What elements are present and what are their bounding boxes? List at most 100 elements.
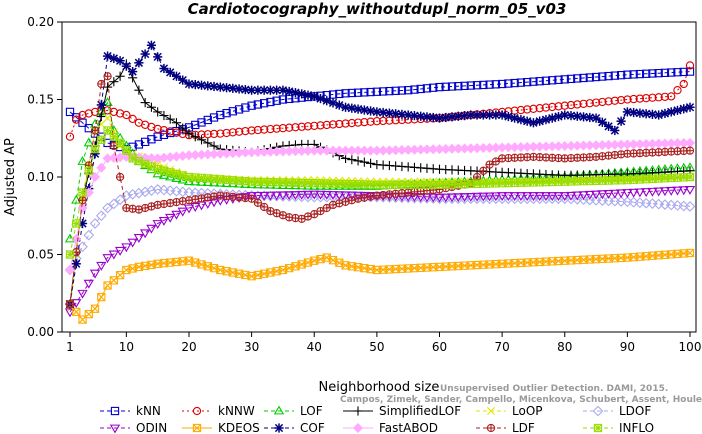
point-ldof [102, 202, 113, 214]
point-cof [140, 49, 150, 59]
legend-marker-ldf [486, 423, 496, 433]
point-odin [290, 191, 301, 201]
point-knn [366, 87, 375, 97]
point-cof [71, 259, 81, 269]
series-line-knnw [69, 65, 691, 137]
point-knnw [598, 97, 607, 107]
legend-label-knnw: kNNW [218, 404, 255, 418]
point-ldf [479, 166, 488, 175]
legend-item-ldof: LDOF [583, 404, 651, 418]
legend-item-lof: LOF [264, 404, 323, 418]
point-odin [559, 192, 570, 202]
point-odin [584, 190, 595, 200]
point-odin [127, 238, 138, 248]
point-odin [515, 192, 527, 202]
point-cof [466, 110, 476, 120]
point-cof [359, 105, 369, 115]
point-simplifiedlof [109, 77, 119, 87]
point-odin [603, 190, 614, 199]
point-odin [114, 246, 126, 256]
point-simplifiedlof [203, 138, 213, 148]
point-knnw [78, 110, 87, 120]
point-odin [653, 187, 664, 197]
point-knnw [685, 61, 695, 70]
point-lof [365, 180, 376, 190]
point-odin [265, 191, 276, 201]
point-knn [422, 84, 432, 93]
point-odin [89, 269, 101, 279]
legend-marker-knnw [192, 406, 202, 416]
point-knn [435, 82, 444, 92]
point-odin [158, 216, 170, 226]
point-knn [485, 80, 494, 89]
point-odin [102, 254, 113, 264]
point-cof [666, 107, 676, 117]
point-odin [553, 192, 564, 202]
point-knnw [648, 93, 657, 102]
legend-item-inflo: INFLO [583, 421, 654, 434]
point-knnw [234, 127, 244, 136]
point-simplifiedlof [171, 118, 182, 128]
point-odin [565, 191, 577, 201]
legend-marker-odin [109, 424, 121, 434]
point-simplifiedlof [146, 102, 157, 112]
point-cof [284, 86, 294, 97]
point-odin [271, 191, 282, 201]
point-knnw [560, 101, 569, 110]
point-simplifiedlof [153, 107, 163, 117]
point-knn [397, 86, 407, 95]
point-cof [259, 85, 269, 95]
point-lof [77, 155, 88, 165]
point-cof [672, 105, 683, 115]
point-odin [240, 193, 251, 203]
point-ldf [134, 205, 144, 214]
point-odin [684, 185, 696, 195]
point-cof [253, 85, 263, 95]
point-odin [659, 187, 671, 197]
legend-item-knnw: kNNW [182, 404, 255, 418]
x-tick-label: 1 [66, 340, 74, 354]
point-odin [315, 190, 326, 200]
point-cof [547, 113, 557, 123]
legend-item-simplifiedlof: SimplifiedLOF [343, 404, 461, 418]
legend-label-lof: LOF [300, 404, 323, 418]
point-knn [510, 78, 519, 88]
point-cof [679, 104, 689, 114]
x-tick-label: 20 [181, 340, 196, 354]
point-knn [328, 90, 338, 99]
point-ldf [141, 203, 150, 213]
point-knnw [278, 124, 288, 133]
point-knnw [529, 104, 538, 113]
point-odin [334, 191, 345, 201]
point-ldof [83, 229, 95, 241]
point-knnw [554, 102, 563, 111]
point-knnw [635, 94, 645, 103]
point-knnw [228, 128, 237, 137]
series-inflo [65, 126, 695, 259]
point-knn [654, 69, 663, 78]
point-knn [153, 132, 162, 141]
point-odin [133, 234, 145, 243]
point-simplifiedlof [178, 123, 188, 133]
point-knnw [159, 126, 169, 135]
point-knn [441, 82, 450, 91]
point-knnw [654, 93, 663, 102]
point-cof [503, 111, 513, 122]
point-ldof [89, 218, 101, 229]
point-knnw [353, 118, 363, 127]
point-knn [667, 68, 676, 77]
point-knnw [310, 121, 319, 130]
point-simplifiedlof [96, 111, 106, 122]
point-odin [171, 210, 182, 220]
point-knn [629, 70, 638, 79]
point-simplifiedlof [140, 98, 150, 108]
point-simplifiedlof [134, 85, 144, 95]
legend-marker-inflo [593, 423, 603, 433]
point-knn [272, 96, 281, 105]
point-ldof [139, 186, 151, 198]
point-ldof [127, 188, 139, 200]
point-knn [341, 89, 350, 98]
point-lof [371, 180, 383, 190]
point-knnw [591, 98, 601, 107]
